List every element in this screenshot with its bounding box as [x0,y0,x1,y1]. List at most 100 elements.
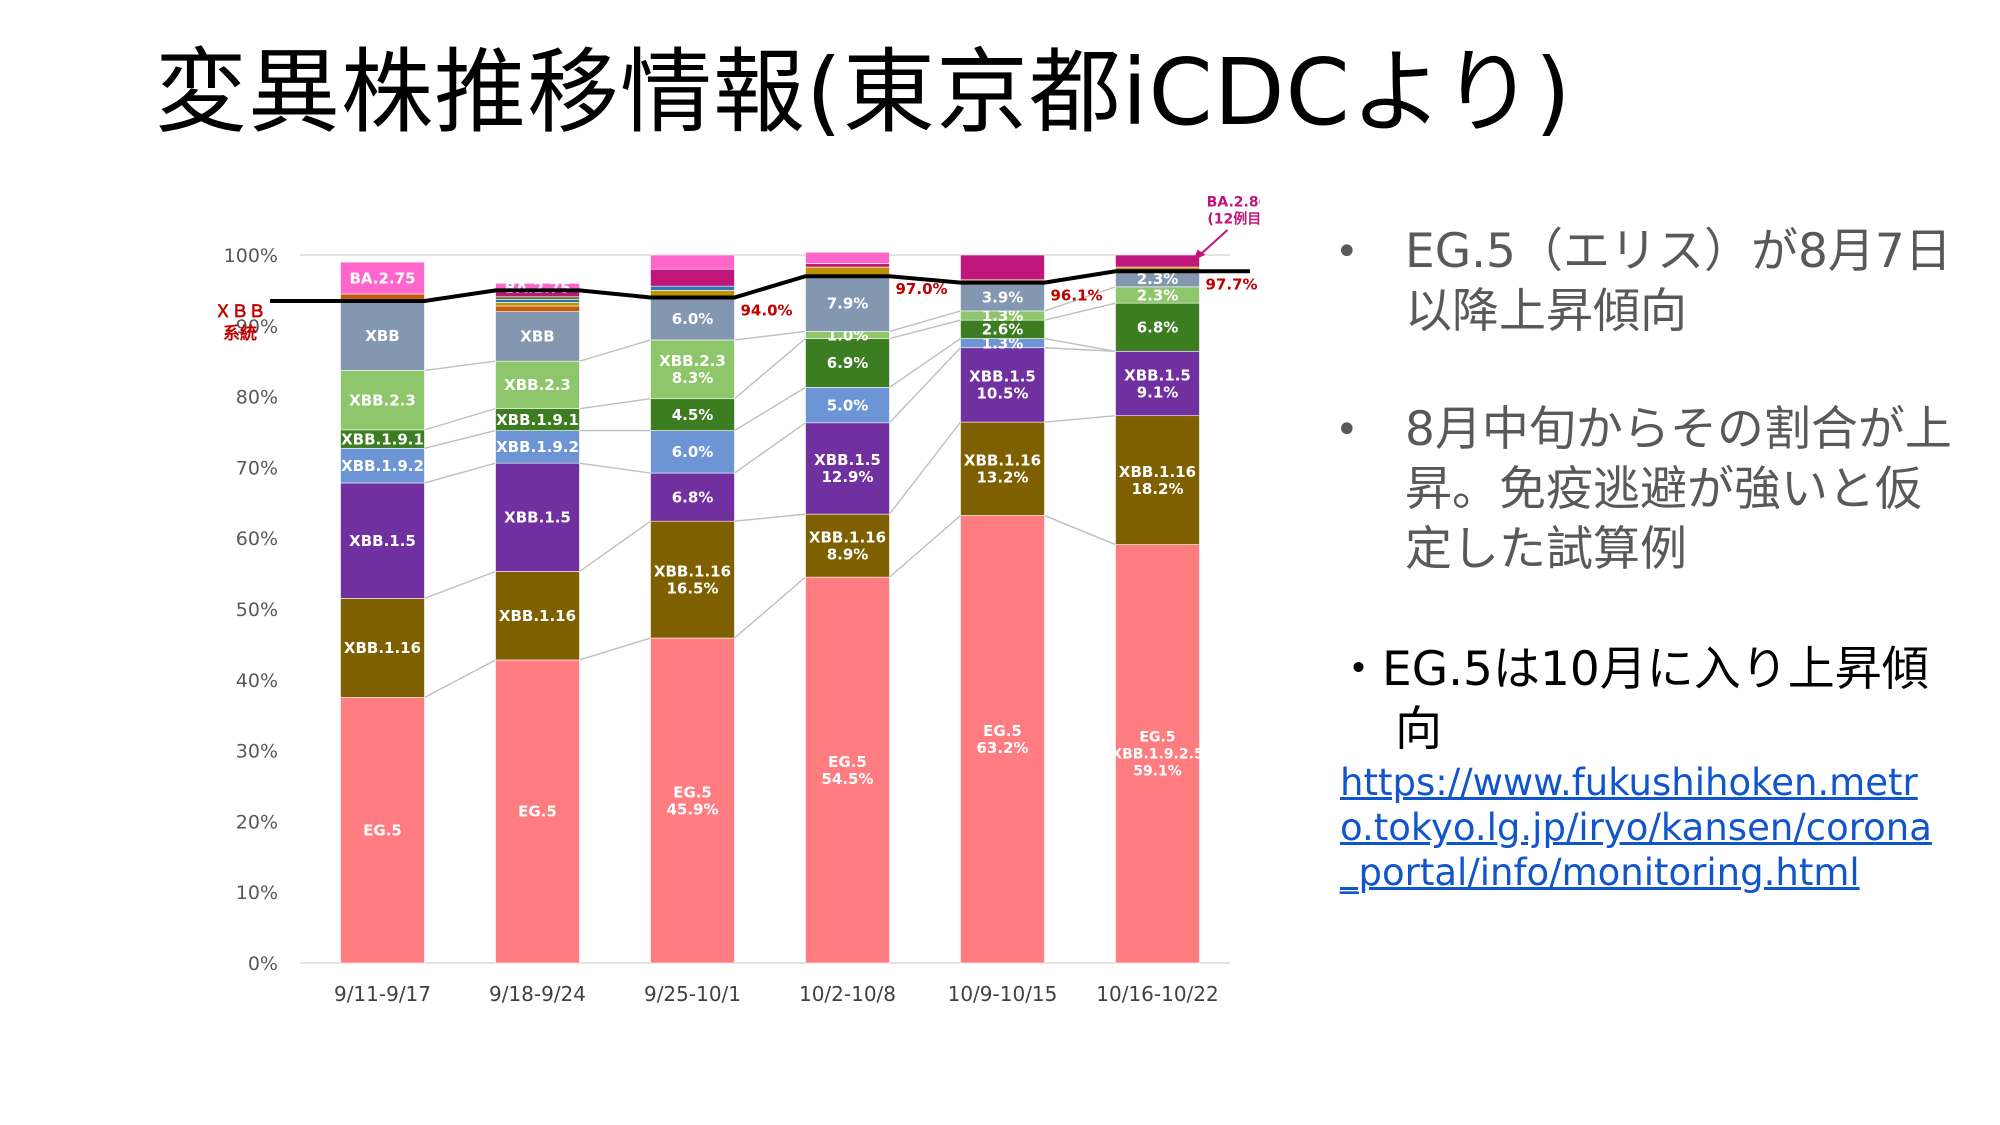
x-tick-label: 9/25-10/1 [644,982,741,1006]
bar-segment [340,261,425,295]
bullet-marker: • [1335,229,1359,275]
bar-segment-label: XBB.2.3 [504,376,571,394]
bar-segment-label: XBB.1.16 13.2% [964,452,1041,487]
bar-segment-label: EG.5 54.5% [821,753,873,788]
bar-segment [1115,415,1200,545]
bar-segment-label: XBB.1.16 16.5% [654,562,731,597]
bar-segment-label: XBB.1.5 12.9% [814,451,881,486]
connector-line [424,570,496,600]
bar-segment [960,254,1045,281]
bar-segment [495,430,580,464]
bar-segment-label: 2.3% [1137,270,1179,288]
connector-line [1044,337,1116,352]
bar-segment-label: XBB.2.3 8.3% [659,352,726,387]
bar-segment-label: 7.9% [827,295,869,313]
y-tick-label: 90% [236,316,278,338]
bar-segment [1115,544,1200,964]
bar-segment-label: 6.8% [1137,318,1179,336]
connector-line [888,347,962,424]
bar-segment [495,299,580,303]
bullet-1: • EG.5（エリス）が8月7日以降上昇傾向 [1335,222,1955,342]
note-text: ・EG.5は10月に入り上昇傾向 [1335,642,1929,757]
bar-segment-label: XBB.1.9.1 [341,430,424,448]
x-tick-label: 10/16-10/22 [1096,982,1219,1006]
bar-segment [805,387,890,424]
bullet-text: EG.5（エリス）が8月7日以降上昇傾向 [1405,224,1952,339]
bar-segment-label: 2.3% [1137,286,1179,304]
connector-line [424,429,496,449]
connector-line [734,513,806,522]
bar-segment-label: EG.5 [363,822,402,840]
bar-segment [650,472,735,522]
bar-segment [495,296,580,300]
xbb-lineage-label: ＸＢＢ系統 [215,302,266,344]
bar-segment [495,302,580,307]
bar-segment [805,251,890,264]
bar-segment [340,300,425,371]
connector-line [889,337,961,388]
bar-segment-label: XBB.1.5 [349,532,416,550]
xbb-lineage-value: 97.0% [896,280,948,298]
annotation-arrowhead [1193,249,1206,261]
bar-segment-label: EG.5 63.2% [976,722,1028,757]
bar-segment [650,637,735,964]
bar-segment-label: XBB.1.5 10.5% [969,368,1036,403]
bar-segment [805,513,890,578]
connector-line [1044,302,1116,321]
connector-line [579,462,651,474]
bar-segment [340,598,425,698]
bar-segment [650,339,735,400]
bar-segment-label: 5.0% [827,396,869,414]
bar-segment-label: XBB.1.9.1 [496,411,579,429]
bar-segment-label: 6.0% [672,310,714,328]
y-tick-label: 100% [224,245,278,267]
x-tick-label: 9/11-9/17 [334,982,431,1006]
bar-segment-label: EG.5 [518,803,557,821]
y-tick-label: 20% [236,811,278,833]
connector-line [579,339,651,362]
bar-segment [1115,254,1200,268]
bar-segment-label: XBB [520,328,554,346]
bar-segment-label: 1.3% [982,334,1024,352]
connector-line [1044,286,1116,312]
bar-segment [805,275,890,332]
bar-segment [1115,302,1200,352]
connector-line [734,386,806,432]
bar-segment [340,482,425,599]
source-link[interactable]: https://www.fukushihoken.metro.tokyo.lg.… [1340,761,1932,894]
bar-segment-label: EG.5 45.9% [666,783,718,818]
y-tick-label: 30% [236,741,278,763]
y-tick-label: 70% [236,457,278,479]
connector-line [734,422,806,474]
xbb-lineage-value: 96.1% [1051,287,1103,305]
ba286-annotation: BA.2.86(12例目) [1207,194,1260,227]
bar-segment-label: 4.5% [672,406,714,424]
bar-segment [340,447,425,484]
connector-line [424,462,496,484]
bar-segment-label: 6.9% [827,354,869,372]
y-tick-label: 0% [248,953,278,975]
connector-line [424,659,496,699]
bullet-marker: • [1335,407,1359,453]
connector-line [889,515,961,578]
bar-segment-label: XBB.2.3 [349,391,416,409]
bar-segment-label: BA.2.75 [349,269,415,287]
connector-line [424,407,496,431]
bar-segment [650,254,735,270]
bar-segment-label: XBB [365,327,399,345]
bullet-text: 8月中旬からその割合が上昇。免疫逃避が強いと仮定した試算例 [1405,402,1952,577]
eg5-note: ・EG.5は10月に入り上昇傾向 [1335,640,1935,760]
connector-line [579,637,651,661]
bar-segment [495,305,580,312]
bar-segment-label: 3.9% [982,288,1024,306]
y-tick-label: 50% [236,599,278,621]
connector-line [888,421,962,515]
y-tick-label: 60% [236,528,278,550]
x-tick-label: 9/18-9/24 [489,982,586,1006]
connector-line [889,319,961,340]
connector-line [1044,347,1116,352]
connector-line [579,398,651,410]
slide-title: 変異株推移情報(東京都iCDCより) [155,39,1572,146]
bar-segment [340,697,425,964]
